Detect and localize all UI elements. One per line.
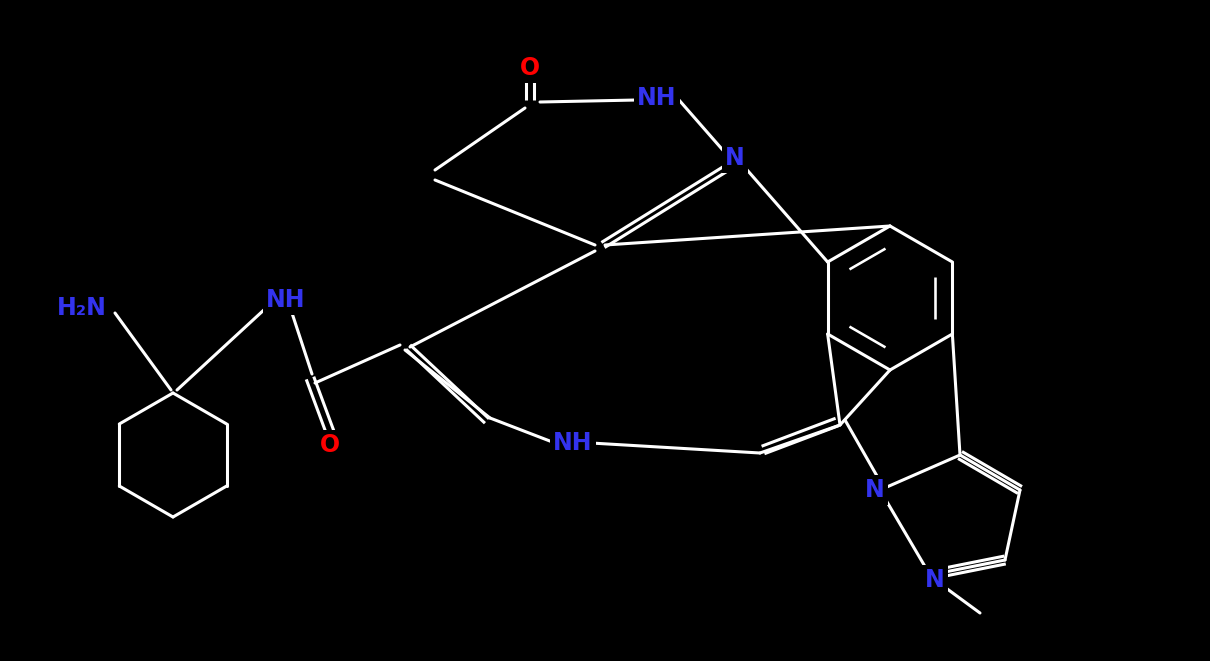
Text: N: N: [725, 146, 745, 170]
Text: O: O: [319, 433, 340, 457]
Text: H₂N: H₂N: [57, 296, 106, 320]
Text: N: N: [926, 568, 945, 592]
Text: N: N: [865, 478, 885, 502]
Text: NH: NH: [638, 86, 676, 110]
Text: NH: NH: [553, 431, 593, 455]
Text: NH: NH: [266, 288, 306, 312]
Text: O: O: [520, 56, 540, 80]
